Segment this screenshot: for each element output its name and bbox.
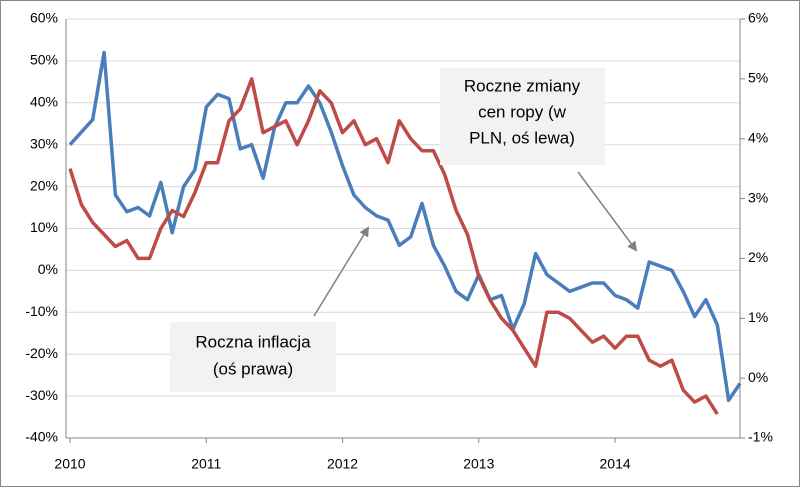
- x-tick-label: 2012: [327, 456, 358, 472]
- y-tick-label: -30%: [25, 387, 58, 403]
- x-tick-label: 2013: [463, 456, 494, 472]
- y-tick-label: -40%: [25, 429, 58, 445]
- y-tick-label: -10%: [25, 303, 58, 319]
- annotation-text: Roczna inflacja: [195, 332, 311, 351]
- x-tick-label: 2011: [191, 456, 221, 472]
- y2-tick-label: 2%: [748, 249, 768, 265]
- y-tick-label: 60%: [30, 10, 58, 26]
- y2-tick-label: -1%: [748, 429, 773, 445]
- series-line: [68, 50, 742, 403]
- y-tick-label: 40%: [30, 94, 58, 110]
- y-tick-label: 0%: [38, 261, 58, 277]
- annotation-box: [170, 322, 336, 392]
- annotation-text: cen ropy (w: [478, 102, 567, 121]
- x-tick-label: 2010: [54, 456, 85, 472]
- y2-tick-label: 4%: [748, 129, 768, 145]
- y2-tick-label: 6%: [748, 10, 768, 26]
- annotation-arrow: [577, 171, 638, 252]
- annotation-text: (oś prawa): [213, 359, 293, 378]
- y2-tick-label: 3%: [748, 189, 768, 205]
- annotation-box: [440, 68, 605, 165]
- y2-tick-label: 1%: [748, 309, 768, 325]
- y-tick-label: -20%: [25, 345, 58, 361]
- y-tick-label: 30%: [30, 135, 58, 151]
- series-line: [68, 77, 719, 416]
- y-tick-label: 50%: [30, 52, 58, 68]
- annotation-text: PLN, oś lewa): [469, 128, 575, 147]
- x-tick-label: 2014: [600, 456, 631, 472]
- y-tick-label: 10%: [30, 219, 58, 235]
- y-tick-label: 20%: [30, 177, 58, 193]
- annotation-text: Roczne zmiany: [464, 76, 581, 95]
- y2-tick-label: 5%: [748, 70, 768, 86]
- y2-tick-label: 0%: [748, 369, 768, 385]
- annotation-arrow: [313, 226, 370, 317]
